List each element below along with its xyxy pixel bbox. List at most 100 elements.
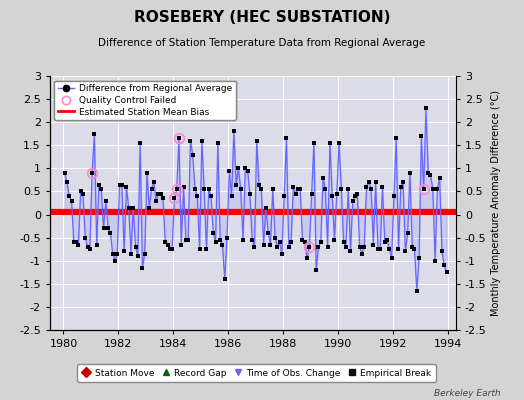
Point [172, 186, 181, 192]
Point [108, 250, 117, 257]
Point [113, 250, 122, 257]
Point [282, 135, 291, 142]
Point [330, 237, 339, 243]
Point [72, 239, 80, 246]
Point [65, 193, 73, 199]
Point [221, 276, 229, 282]
Point [227, 193, 236, 199]
Point [367, 186, 375, 192]
Point [358, 250, 366, 257]
Point [204, 186, 213, 192]
Point [90, 130, 99, 137]
Point [150, 179, 158, 186]
Point [111, 258, 119, 264]
Point [305, 244, 313, 250]
Point [316, 239, 325, 246]
Point [67, 198, 75, 204]
Point [362, 184, 370, 190]
Point [202, 246, 211, 252]
Point [261, 204, 270, 211]
Point [360, 244, 368, 250]
Point [394, 246, 402, 252]
Point [308, 190, 316, 197]
Point [182, 237, 190, 243]
Point [383, 237, 391, 243]
Point [303, 255, 311, 262]
Point [136, 140, 144, 146]
Point [92, 241, 101, 248]
Point [348, 198, 357, 204]
Point [239, 237, 247, 243]
Point [433, 186, 442, 192]
Point [278, 250, 286, 257]
Legend: Station Move, Record Gap, Time of Obs. Change, Empirical Break: Station Move, Record Gap, Time of Obs. C… [78, 364, 436, 382]
Point [143, 170, 151, 176]
Point [159, 195, 167, 202]
Point [276, 239, 284, 246]
Point [127, 250, 135, 257]
Point [125, 204, 133, 211]
Point [293, 186, 302, 192]
Point [186, 138, 194, 144]
Point [301, 239, 309, 246]
Point [248, 237, 256, 243]
Point [198, 138, 206, 144]
Point [225, 168, 234, 174]
Point [170, 195, 179, 202]
Point [264, 230, 272, 236]
Point [122, 184, 130, 190]
Point [79, 190, 87, 197]
Point [117, 181, 126, 188]
Point [268, 186, 277, 192]
Point [351, 193, 359, 199]
Point [191, 186, 199, 192]
Point [145, 204, 154, 211]
Point [60, 170, 69, 176]
Point [355, 244, 364, 250]
Point [223, 234, 231, 241]
Point [193, 193, 201, 199]
Point [95, 181, 103, 188]
Point [312, 267, 320, 273]
Point [77, 188, 85, 195]
Point [211, 239, 220, 246]
Point [106, 230, 115, 236]
Point [134, 253, 142, 259]
Point [365, 179, 373, 186]
Text: Difference of Station Temperature Data from Regional Average: Difference of Station Temperature Data f… [99, 38, 425, 48]
Point [147, 186, 156, 192]
Point [310, 140, 318, 146]
Point [250, 244, 259, 250]
Point [424, 170, 432, 176]
Point [115, 181, 124, 188]
Point [390, 193, 398, 199]
Point [319, 174, 327, 181]
Point [387, 255, 396, 262]
Point [97, 186, 105, 192]
Text: Berkeley Earth: Berkeley Earth [434, 389, 500, 398]
Point [243, 168, 252, 174]
Point [184, 237, 192, 243]
Point [216, 237, 224, 243]
Point [422, 105, 430, 112]
Point [353, 190, 362, 197]
Point [154, 190, 162, 197]
Point [431, 258, 439, 264]
Point [85, 246, 94, 252]
Point [236, 186, 245, 192]
Point [296, 186, 304, 192]
Point [280, 193, 288, 199]
Point [102, 198, 110, 204]
Point [168, 246, 176, 252]
Point [207, 193, 215, 199]
Point [166, 246, 174, 252]
Point [289, 184, 298, 190]
Point [415, 255, 423, 262]
Y-axis label: Monthly Temperature Anomaly Difference (°C): Monthly Temperature Anomaly Difference (… [491, 90, 501, 316]
Point [234, 165, 243, 172]
Point [440, 262, 449, 268]
Point [372, 179, 380, 186]
Point [369, 241, 377, 248]
Point [163, 241, 172, 248]
Point [241, 165, 249, 172]
